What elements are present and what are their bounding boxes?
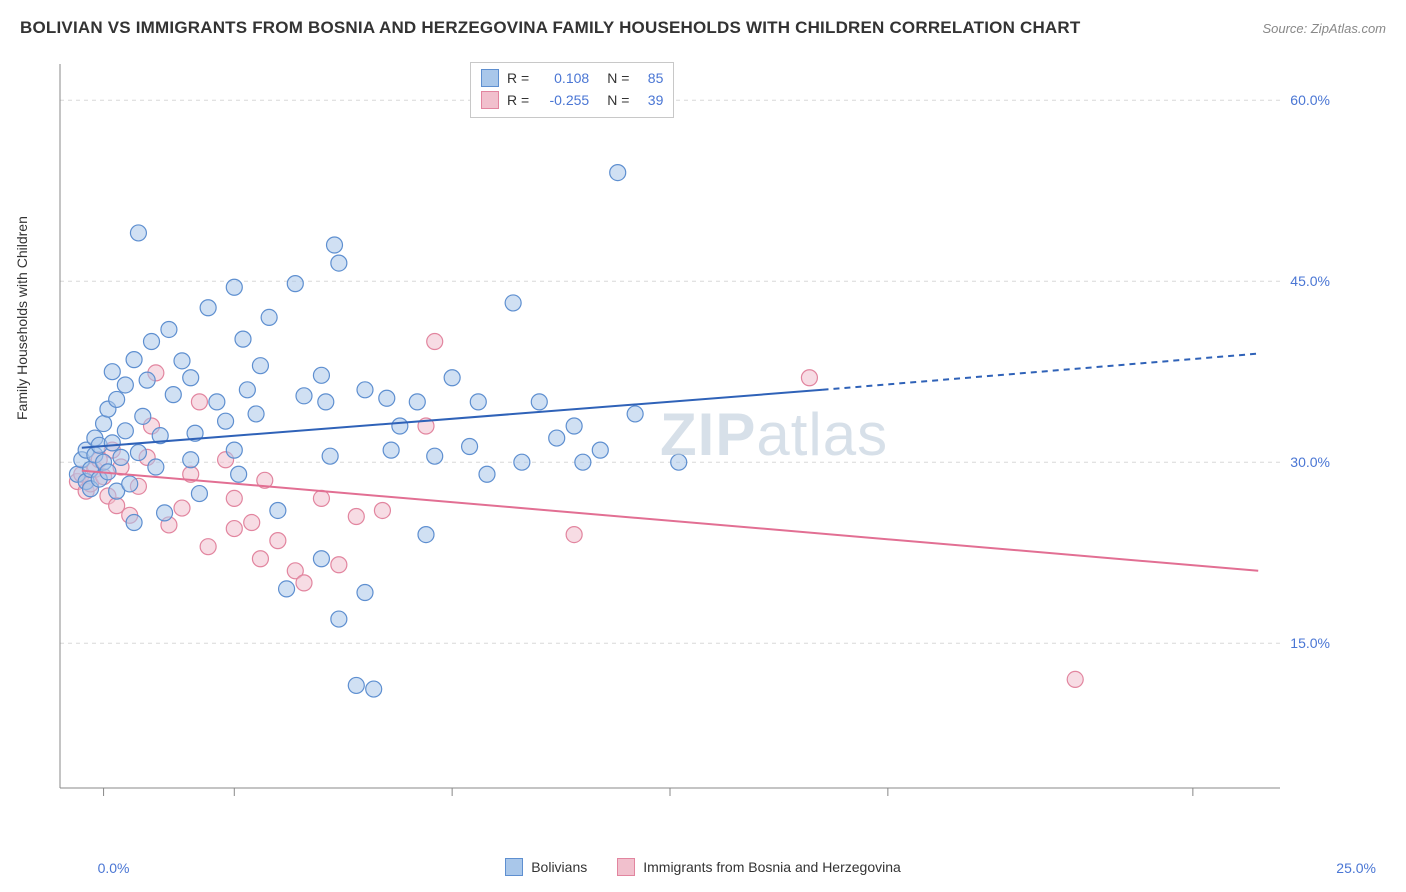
chart-svg: 15.0% 30.0% 45.0% 60.0% [50, 58, 1350, 828]
stats-row-bosnia: R = -0.255 N = 39 [481, 89, 663, 111]
n-label: N = [607, 70, 629, 86]
stats-row-bolivians: R = 0.108 N = 85 [481, 67, 663, 89]
n-value-bosnia: 39 [637, 92, 663, 108]
source-label: Source: ZipAtlas.com [1262, 21, 1386, 36]
chart-header: BOLIVIAN VS IMMIGRANTS FROM BOSNIA AND H… [20, 18, 1386, 38]
legend-label-bolivians: Bolivians [531, 859, 587, 875]
legend-item-bolivians: Bolivians [505, 858, 587, 876]
plot-area: 15.0% 30.0% 45.0% 60.0% [50, 58, 1350, 828]
svg-text:30.0%: 30.0% [1290, 454, 1330, 470]
svg-text:15.0%: 15.0% [1290, 635, 1330, 651]
swatch-bolivians [481, 69, 499, 87]
x-tick-label-max: 25.0% [1336, 860, 1376, 876]
r-label: R = [507, 92, 529, 108]
svg-text:60.0%: 60.0% [1290, 92, 1330, 108]
n-value-bolivians: 85 [637, 70, 663, 86]
swatch-bosnia [481, 91, 499, 109]
swatch-bolivians [505, 858, 523, 876]
chart-title: BOLIVIAN VS IMMIGRANTS FROM BOSNIA AND H… [20, 18, 1080, 38]
series-legend: Bolivians Immigrants from Bosnia and Her… [0, 858, 1406, 876]
r-label: R = [507, 70, 529, 86]
swatch-bosnia [617, 858, 635, 876]
stats-legend: R = 0.108 N = 85 R = -0.255 N = 39 [470, 62, 674, 118]
n-label: N = [607, 92, 629, 108]
y-axis-label: Family Households with Children [14, 216, 30, 420]
x-tick-label-min: 0.0% [98, 860, 130, 876]
legend-item-bosnia: Immigrants from Bosnia and Herzegovina [617, 858, 901, 876]
legend-label-bosnia: Immigrants from Bosnia and Herzegovina [643, 859, 901, 875]
r-value-bolivians: 0.108 [537, 70, 589, 86]
chart-container: BOLIVIAN VS IMMIGRANTS FROM BOSNIA AND H… [0, 0, 1406, 892]
svg-text:45.0%: 45.0% [1290, 273, 1330, 289]
r-value-bosnia: -0.255 [537, 92, 589, 108]
